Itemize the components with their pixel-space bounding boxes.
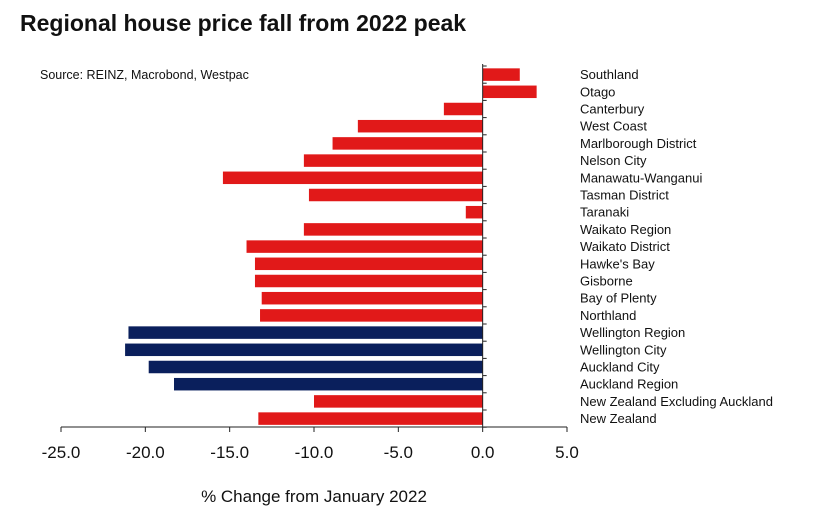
category-label-taranaki: Taranaki [580, 205, 629, 220]
bar-gisborne [254, 274, 483, 288]
axes-group: -25.0 -20.0 -15.0 -10.0 -5.0 0.0 5.0 [42, 64, 579, 462]
bar-manawatu-wanganui [222, 171, 483, 185]
bar-otago [482, 85, 537, 99]
category-label-new-zealand: New Zealand [580, 411, 657, 426]
bar-bay-of-plenty [261, 291, 483, 305]
category-label-auckland-region: Auckland Region [580, 377, 678, 392]
bar-tasman-district [308, 188, 483, 202]
x-tick-label: -20.0 [126, 443, 165, 462]
category-label-southland: Southland [580, 67, 639, 82]
x-tick-label: -5.0 [384, 443, 413, 462]
category-label-wellington-region: Wellington Region [580, 325, 685, 340]
category-label-canterbury: Canterbury [580, 102, 645, 117]
category-label-bay-of-plenty: Bay of Plenty [580, 291, 657, 306]
x-tick-label: -10.0 [295, 443, 334, 462]
bar-new-zealand [258, 412, 483, 425]
category-label-west-coast: West Coast [580, 119, 647, 134]
category-label-nelson-city: Nelson City [580, 153, 647, 168]
chart-title: Regional house price fall from 2022 peak [20, 10, 467, 36]
bar-new-zealand-excluding-auckland [314, 395, 483, 408]
category-label-manawatu-wanganui: Manawatu-Wanganui [580, 170, 702, 185]
x-tick-label: -25.0 [42, 443, 81, 462]
bar-marlborough-district [332, 137, 483, 150]
source-note: Source: REINZ, Macrobond, Westpac [40, 68, 249, 82]
category-label-new-zealand-excluding-auckland: New Zealand Excluding Auckland [580, 394, 773, 409]
category-label-otago: Otago [580, 84, 615, 99]
x-tick-label: -15.0 [210, 443, 249, 462]
category-label-northland: Northland [580, 308, 636, 323]
bars-group [125, 68, 537, 425]
category-label-hawke-s-bay: Hawke's Bay [580, 256, 655, 271]
category-label-waikato-district: Waikato District [580, 239, 670, 254]
x-tick-label: 5.0 [555, 443, 579, 462]
bar-nelson-city [303, 154, 483, 167]
category-label-gisborne: Gisborne [580, 274, 633, 289]
x-axis-title: % Change from January 2022 [201, 487, 427, 506]
bar-northland [260, 309, 483, 322]
category-label-wellington-city: Wellington City [580, 342, 667, 357]
bar-west-coast [357, 119, 483, 133]
category-label-waikato-region: Waikato Region [580, 222, 671, 237]
bar-waikato-district [246, 240, 483, 253]
bar-auckland-region [174, 377, 483, 391]
bar-canterbury [443, 102, 483, 116]
category-labels: Southland Otago Canterbury West Coast Marlbo… [580, 67, 773, 426]
bar-taranaki [465, 205, 483, 219]
x-tick-label: 0.0 [471, 443, 495, 462]
bar-southland [482, 68, 520, 81]
category-label-auckland-city: Auckland City [580, 360, 660, 375]
bar-wellington-city [125, 343, 483, 357]
bar-hawke-s-bay [254, 257, 483, 271]
category-label-tasman-district: Tasman District [580, 188, 669, 203]
bar-waikato-region [303, 223, 483, 236]
bar-wellington-region [128, 326, 483, 339]
category-label-marlborough-district: Marlborough District [580, 136, 697, 151]
bar-auckland-city [148, 360, 483, 374]
